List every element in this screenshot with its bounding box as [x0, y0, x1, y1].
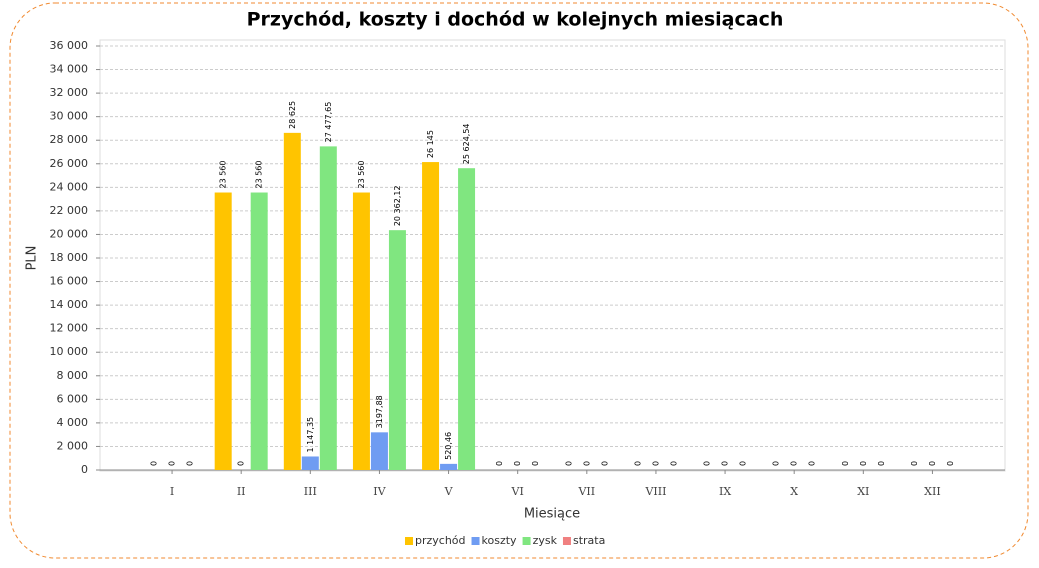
y-tick-label: 2 000 [57, 439, 89, 452]
bar [283, 132, 301, 470]
x-tick-label: V [444, 485, 454, 498]
value-label: 0 [841, 461, 850, 466]
value-label: 0 [910, 461, 919, 466]
value-label: 20 362,12 [393, 185, 402, 226]
y-tick-label: 30 000 [50, 110, 89, 123]
x-tick-label: II [237, 485, 246, 498]
value-label: 0 [721, 461, 730, 466]
value-label: 0 [513, 461, 522, 466]
y-tick-label: 6 000 [57, 392, 89, 405]
y-tick-label: 28 000 [50, 133, 89, 146]
value-label: 0 [150, 461, 159, 466]
plot-area [99, 39, 1006, 472]
value-label: 25 624,54 [462, 123, 471, 164]
value-label: 23 560 [219, 161, 228, 189]
value-label: 0 [739, 461, 748, 466]
value-label: 0 [928, 461, 937, 466]
y-tick-label: 0 [81, 463, 88, 476]
bar [352, 192, 370, 470]
value-label: 0 [669, 461, 678, 466]
bar [370, 432, 388, 470]
value-label: 0 [703, 461, 712, 466]
value-label: 0 [237, 461, 246, 466]
x-tick-label: XII [924, 485, 941, 498]
legend-swatch [522, 537, 531, 545]
x-tick-label: III [304, 485, 317, 498]
frame [9, 2, 1029, 559]
value-label: 0 [651, 461, 660, 466]
x-axis-label: Miesiące [524, 507, 580, 522]
bar [214, 192, 232, 470]
x-tick-label: VIII [644, 485, 666, 498]
x-tick-label: XI [857, 485, 869, 498]
value-label: 23 560 [357, 161, 366, 189]
bar [301, 456, 319, 470]
y-tick-label: 26 000 [50, 157, 89, 170]
bar [440, 463, 458, 470]
value-label: 0 [564, 461, 573, 466]
y-tick-label: 4 000 [57, 416, 89, 429]
x-tick-label: X [790, 485, 798, 498]
value-label: 0 [772, 461, 781, 466]
x-tick-label: IV [373, 485, 386, 498]
value-label: 0 [168, 461, 177, 466]
value-label: 0 [946, 461, 955, 466]
value-label: 26 145 [426, 130, 435, 158]
value-label: 520,46 [444, 432, 453, 460]
value-label: 0 [808, 461, 817, 466]
value-label: 3197,88 [375, 395, 384, 428]
y-tick-label: 20 000 [50, 227, 89, 240]
x-tick-label: I [170, 485, 174, 498]
value-label: 0 [633, 461, 642, 466]
y-tick-label: 32 000 [50, 86, 89, 99]
legend-label: zysk [533, 534, 558, 547]
y-tick-label: 10 000 [50, 345, 89, 358]
bar [319, 146, 337, 471]
bar [422, 162, 440, 470]
bar [458, 168, 476, 470]
chart-title: Przychód, koszty i dochód w kolejnych mi… [247, 9, 784, 31]
y-tick-label: 24 000 [50, 180, 89, 193]
y-tick-label: 16 000 [50, 275, 89, 288]
value-label: 0 [600, 461, 609, 466]
y-tick-label: 8 000 [57, 369, 89, 382]
value-label: 0 [582, 461, 591, 466]
legend-label: koszty [482, 534, 518, 547]
value-label: 0 [531, 461, 540, 466]
value-label: 0 [877, 461, 886, 466]
x-tick-label: VI [511, 485, 524, 498]
legend-swatch [405, 537, 413, 545]
y-tick-label: 22 000 [50, 204, 89, 217]
value-label: 0 [186, 461, 195, 466]
bar [388, 230, 406, 470]
legend-swatch [562, 537, 571, 545]
legend-label: przychód [415, 534, 466, 547]
y-tick-label: 12 000 [50, 322, 89, 335]
bar [250, 192, 268, 470]
legend-swatch [471, 537, 480, 545]
x-tick-label: IX [719, 485, 731, 498]
value-label: 0 [859, 461, 868, 466]
value-label: 1 147,35 [306, 417, 315, 453]
value-label: 0 [790, 461, 799, 466]
value-label: 0 [495, 461, 504, 466]
value-label: 23 560 [255, 161, 264, 189]
value-label: 28 625 [288, 101, 297, 129]
value-label: 27 477,65 [324, 102, 333, 143]
y-axis-label: PLN [25, 246, 40, 271]
y-tick-label: 34 000 [50, 63, 89, 76]
y-tick-label: 14 000 [50, 298, 89, 311]
x-tick-label: VII [577, 485, 595, 498]
y-tick-label: 18 000 [50, 251, 89, 264]
y-tick-label: 36 000 [50, 39, 89, 52]
legend-label: strata [573, 534, 605, 547]
